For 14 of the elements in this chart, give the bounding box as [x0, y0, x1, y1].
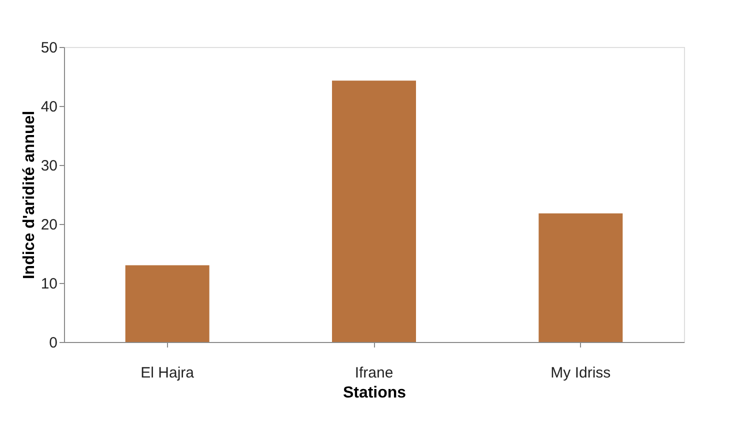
y-axis-title: Indice d'aridité annuel [20, 110, 38, 280]
bar [332, 80, 416, 342]
y-tick-label: 0 [49, 334, 58, 352]
bar [125, 265, 210, 342]
x-tick-label: Ifrane [354, 364, 394, 382]
y-tick-label: 50 [40, 40, 58, 56]
y-tick-label: 10 [40, 276, 58, 292]
y-tick-label: 30 [40, 158, 58, 174]
y-tick-label: 40 [40, 98, 58, 116]
y-tick-label: 20 [40, 216, 58, 234]
x-tick-label: My Idriss [550, 364, 611, 382]
bar [538, 213, 623, 342]
x-tick-label: El Hajra [140, 364, 195, 382]
x-axis-title: Stations [342, 384, 406, 402]
